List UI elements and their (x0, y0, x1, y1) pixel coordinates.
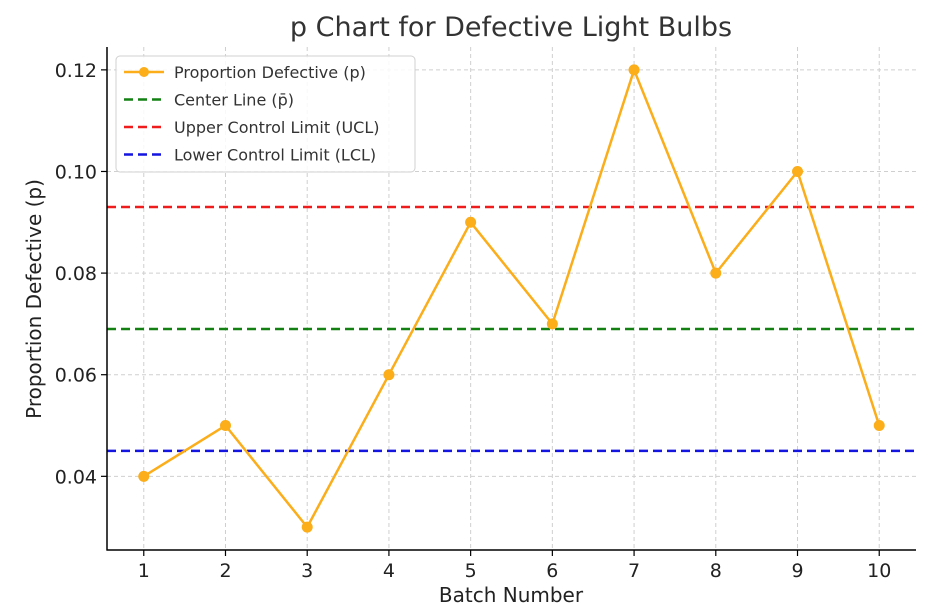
legend-label: Upper Control Limit (UCL) (174, 118, 379, 137)
data-point (628, 64, 640, 76)
data-point (546, 318, 558, 330)
x-tick-label: 6 (546, 560, 558, 582)
data-series (138, 64, 885, 533)
y-tick-label: 0.08 (55, 263, 97, 285)
x-tick-label: 4 (383, 560, 395, 582)
data-point (465, 216, 477, 228)
data-point (301, 521, 313, 533)
x-tick-label: 1 (138, 560, 150, 582)
x-tick-label: 10 (867, 560, 891, 582)
series-line (143, 68, 881, 529)
x-axis-label: Batch Number (439, 583, 584, 607)
axes (101, 47, 916, 556)
x-tick-label: 2 (219, 560, 231, 582)
y-tick-label: 0.12 (55, 60, 97, 82)
data-point (383, 369, 395, 381)
x-tick-label: 9 (791, 560, 803, 582)
y-tick-label: 0.04 (55, 466, 97, 488)
control-lines (107, 205, 916, 453)
x-tick-label: 5 (465, 560, 477, 582)
legend-box (115, 55, 416, 173)
tick-labels: 1 2 3 4 5 6 7 8 9 10 0.04 0.06 0.08 0.10 0.12 (55, 60, 892, 582)
data-point (792, 165, 804, 177)
data-point (873, 420, 885, 432)
x-tick-label: 3 (301, 560, 313, 582)
x-tick-label: 8 (710, 560, 722, 582)
y-axis-label: Proportion Defective (p) (22, 179, 46, 419)
legend-label: Center Line (p̄) (174, 91, 294, 110)
y-tick-label: 0.10 (55, 161, 97, 183)
legend: Proportion Defective (p) Center Line (p̄)… (115, 55, 416, 173)
data-point (219, 420, 231, 432)
legend-swatch-marker (139, 67, 149, 77)
y-tick-label: 0.06 (55, 365, 97, 387)
data-point (138, 470, 150, 482)
data-point (710, 267, 722, 279)
x-tick-label: 7 (628, 560, 640, 582)
legend-label: Lower Control Limit (LCL) (174, 146, 376, 165)
chart-title: p Chart for Defective Light Bulbs (290, 12, 732, 43)
legend-label: Proportion Defective (p) (174, 63, 366, 82)
